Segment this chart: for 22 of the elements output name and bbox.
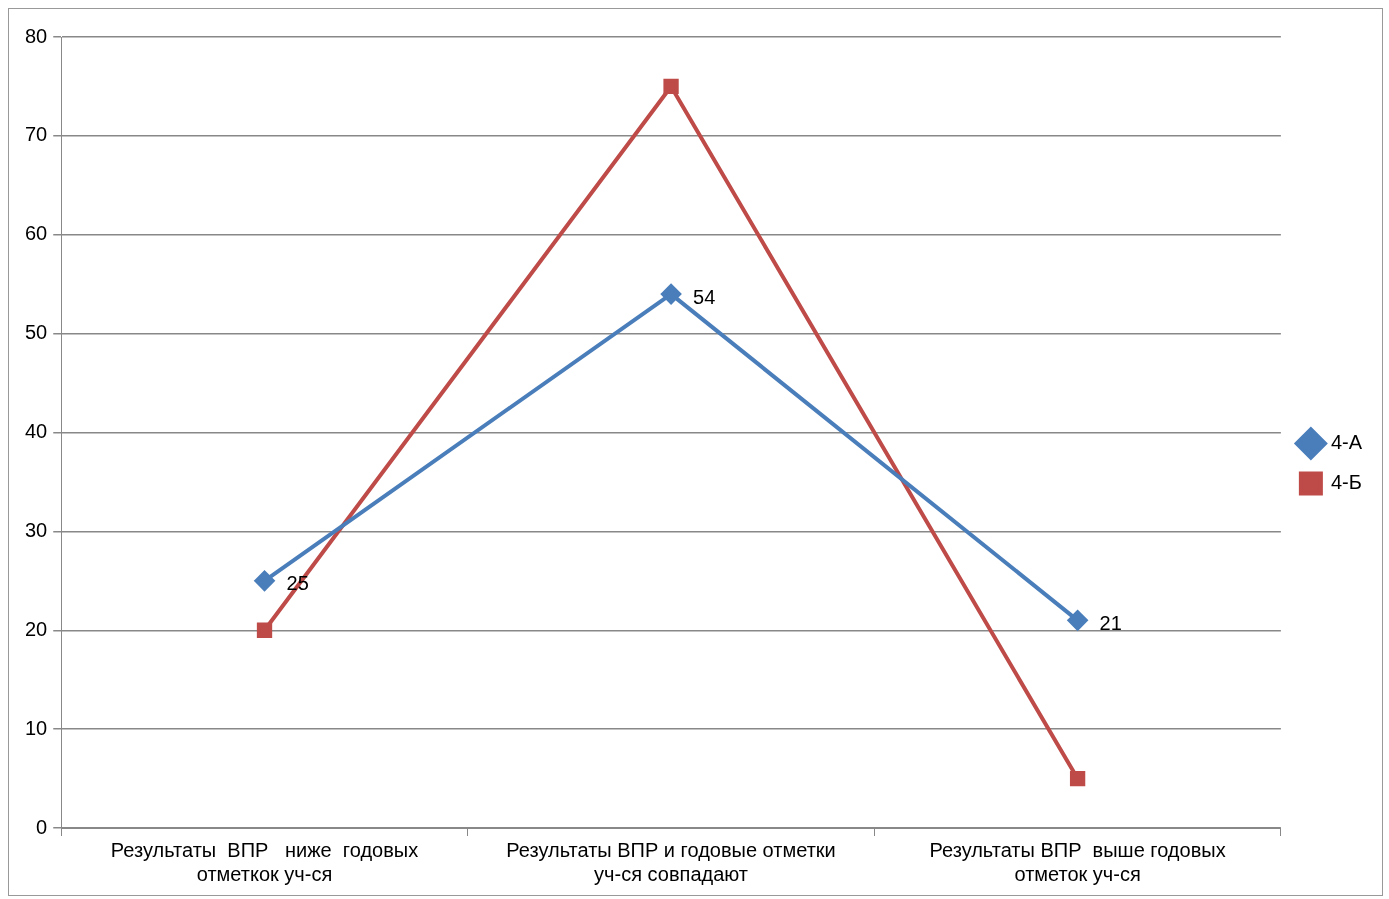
y-tick-label: 20 bbox=[25, 617, 48, 640]
x-tick-label: Результаты ВПР и годовые отметки уч-ся совпадают bbox=[506, 838, 836, 885]
y-tick-label: 60 bbox=[25, 222, 48, 245]
y-tick-label: 80 bbox=[25, 24, 48, 47]
legend-label: 4-А bbox=[1330, 431, 1363, 454]
y-tick-label: 70 bbox=[25, 123, 48, 146]
y-tick-label: 50 bbox=[25, 321, 48, 344]
point bbox=[1069, 770, 1086, 787]
point bbox=[1067, 610, 1088, 631]
point bbox=[254, 570, 275, 591]
data-label: 21 bbox=[1099, 611, 1122, 634]
legend-label: 4-Б bbox=[1330, 471, 1362, 494]
y-tick-label: 40 bbox=[25, 420, 48, 443]
y-tick-label: 10 bbox=[25, 716, 48, 739]
x-tick-label: Результаты ВПР ниже годовых отметкок уч-ся bbox=[110, 838, 419, 885]
y-tick-label: 30 bbox=[25, 518, 48, 541]
data-label: 54 bbox=[693, 285, 716, 308]
point bbox=[256, 622, 273, 638]
point bbox=[661, 284, 682, 305]
x-tick-label: Результаты ВПР выше годовых отметок уч-ся bbox=[929, 838, 1226, 885]
y-tick-label: 0 bbox=[36, 815, 48, 838]
point bbox=[663, 78, 679, 95]
